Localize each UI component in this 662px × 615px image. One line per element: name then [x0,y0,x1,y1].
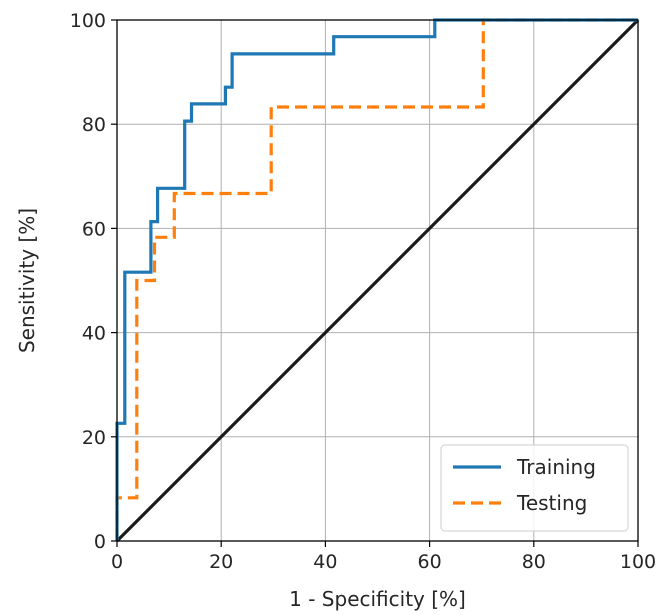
testing-series-line [115,18,638,541]
x-tick-label: 100 [620,551,656,573]
y-tick-label: 80 [82,114,106,136]
x-tick-label: 0 [111,551,123,573]
x-axis-label: 1 - Specificity [%] [289,587,466,611]
y-tick-label: 40 [82,323,106,345]
y-tick-label: 20 [82,427,106,449]
y-tick-label: 100 [70,10,106,32]
legend-label-testing: Testing [516,491,587,515]
x-tick-label: 20 [209,551,233,573]
y-tick-label: 0 [94,531,106,553]
x-tick-label: 80 [522,551,546,573]
y-tick-label: 60 [82,218,106,240]
x-tick-label: 60 [418,551,442,573]
legend-label-training: Training [516,455,596,479]
series-layer [115,18,640,543]
y-axis-label: Sensitivity [%] [15,208,39,353]
plot-frame [116,19,639,542]
ticks-layer: 0 20 40 60 80 100 0 20 40 60 80 100 [70,10,656,573]
training-series-line [115,18,638,541]
legend: Training Testing [440,444,629,532]
x-tick-label: 40 [313,551,337,573]
reference-diagonal-line [115,18,640,543]
